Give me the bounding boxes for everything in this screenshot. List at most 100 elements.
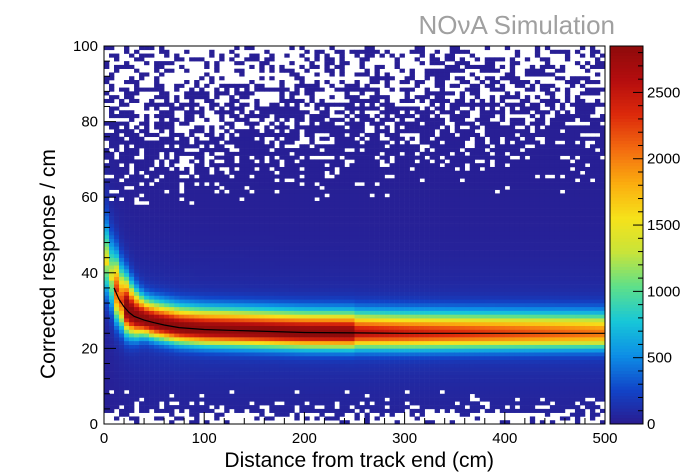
heatmap-bin xyxy=(184,333,190,338)
heatmap-bin xyxy=(404,140,410,145)
heatmap-bin xyxy=(129,276,135,281)
heatmap-bin xyxy=(354,140,360,145)
heatmap-bin xyxy=(179,238,185,243)
heatmap-bin xyxy=(244,235,250,240)
heatmap-bin xyxy=(309,333,315,338)
heatmap-bin xyxy=(234,204,240,209)
heatmap-bin xyxy=(244,261,250,266)
heatmap-bin xyxy=(144,246,150,251)
heatmap-bin xyxy=(369,389,375,395)
heatmap-bin xyxy=(149,238,155,243)
heatmap-bin xyxy=(199,303,205,308)
heatmap-bin xyxy=(359,110,365,115)
heatmap-bin xyxy=(364,363,370,368)
heatmap-bin xyxy=(109,53,115,58)
heatmap-bin xyxy=(354,223,360,228)
heatmap-bin xyxy=(129,408,135,413)
heatmap-bin xyxy=(109,238,115,243)
heatmap-bin xyxy=(199,367,205,372)
heatmap-bin xyxy=(229,216,235,221)
heatmap-bin xyxy=(144,291,150,296)
heatmap-bin xyxy=(389,329,395,334)
heatmap-bin xyxy=(249,280,255,285)
heatmap-bin xyxy=(354,318,360,323)
heatmap-bin xyxy=(254,321,260,327)
heatmap-bin xyxy=(314,185,320,190)
heatmap-bin xyxy=(109,382,115,387)
heatmap-bin xyxy=(189,367,195,372)
heatmap-bin xyxy=(344,359,350,364)
heatmap-bin xyxy=(114,200,120,206)
heatmap-bin xyxy=(169,269,175,274)
heatmap-bin xyxy=(264,250,270,255)
heatmap-bin xyxy=(114,295,120,300)
heatmap-bin xyxy=(374,269,380,274)
heatmap-bin xyxy=(219,216,225,221)
heatmap-bin xyxy=(209,185,215,190)
heatmap-bin xyxy=(334,163,340,168)
heatmap-bin xyxy=(124,329,130,334)
heatmap-bin xyxy=(239,318,245,323)
heatmap-bin xyxy=(269,216,275,221)
heatmap-bin xyxy=(314,299,320,304)
heatmap-bin xyxy=(289,163,295,168)
heatmap-bin xyxy=(194,393,200,398)
heatmap-bin xyxy=(259,284,265,289)
heatmap-bin xyxy=(199,253,205,258)
heatmap-bin xyxy=(329,148,335,153)
heatmap-bin xyxy=(109,401,115,406)
heatmap-bin xyxy=(309,129,315,134)
heatmap-bin xyxy=(409,246,415,251)
heatmap-bin xyxy=(349,303,355,308)
heatmap-bin xyxy=(284,306,290,311)
heatmap-bin xyxy=(204,235,210,240)
heatmap-bin xyxy=(144,337,150,342)
heatmap-bin xyxy=(144,310,150,315)
heatmap-bin xyxy=(314,193,320,198)
heatmap-bin xyxy=(229,306,235,311)
heatmap-bin xyxy=(224,238,230,243)
heatmap-bin xyxy=(164,299,170,304)
heatmap-bin xyxy=(209,148,215,153)
heatmap-bin xyxy=(124,257,130,262)
heatmap-bin xyxy=(319,265,325,270)
heatmap-bin xyxy=(224,291,230,296)
heatmap-bin xyxy=(334,314,340,319)
heatmap-bin xyxy=(214,102,220,107)
heatmap-bin xyxy=(369,87,375,92)
heatmap-bin xyxy=(229,397,235,402)
heatmap-bin xyxy=(409,397,415,402)
heatmap-bin xyxy=(249,269,255,274)
heatmap-bin xyxy=(284,355,290,361)
heatmap-bin xyxy=(369,117,375,122)
heatmap-bin xyxy=(379,197,385,202)
heatmap-bin xyxy=(409,257,415,262)
heatmap-bin xyxy=(159,329,165,334)
heatmap-bin xyxy=(119,363,125,368)
heatmap-bin xyxy=(229,182,235,187)
heatmap-bin xyxy=(254,163,260,168)
heatmap-bin xyxy=(269,321,275,327)
heatmap-bin xyxy=(254,250,260,255)
heatmap-bin xyxy=(254,98,260,103)
heatmap-bin xyxy=(129,151,135,156)
heatmap-bin xyxy=(339,166,345,172)
heatmap-bin xyxy=(349,235,355,240)
heatmap-bin xyxy=(119,189,125,194)
heatmap-bin xyxy=(224,359,230,364)
heatmap-bin xyxy=(199,272,205,277)
heatmap-bin xyxy=(174,355,180,361)
heatmap-bin xyxy=(334,378,340,383)
heatmap-bin xyxy=(244,189,250,194)
heatmap-bin xyxy=(114,253,120,258)
heatmap-bin xyxy=(129,155,135,160)
heatmap-bin xyxy=(254,359,260,364)
heatmap-bin xyxy=(174,212,180,217)
heatmap-bin xyxy=(199,310,205,315)
heatmap-bin xyxy=(394,280,400,285)
heatmap-bin xyxy=(129,261,135,266)
heatmap-bin xyxy=(279,389,285,395)
heatmap-bin xyxy=(289,250,295,255)
heatmap-bin xyxy=(139,325,145,330)
heatmap-bin xyxy=(349,216,355,221)
